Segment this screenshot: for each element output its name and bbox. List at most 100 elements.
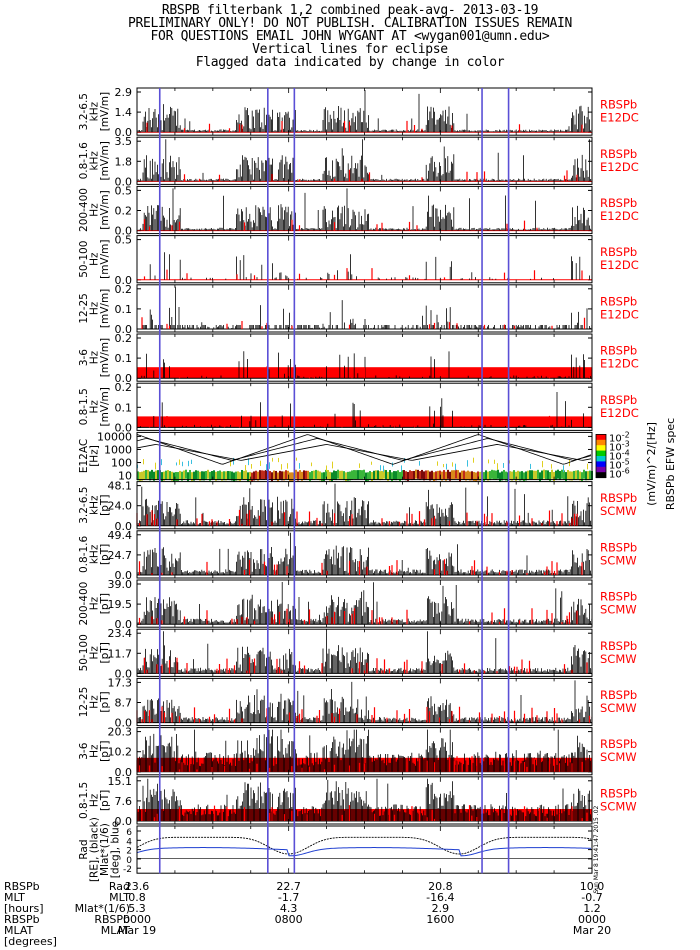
panel-12-ylabel-1: 50-100 (78, 634, 90, 671)
panel-16-tick-2: 4 (126, 837, 132, 847)
spectrogram-cell (305, 470, 307, 480)
spectrogram-cell (321, 472, 323, 482)
spectrogram-cell (387, 471, 389, 481)
panel-8-tick-1: 10000 (97, 430, 132, 443)
spectrogram-cell (461, 470, 463, 480)
panel-11-source: RBSPb (600, 590, 637, 604)
spectrogram-cell (483, 472, 485, 482)
spectrogram-speck (530, 463, 531, 469)
spectrogram-cell (377, 470, 379, 480)
spectrogram-cell (349, 471, 351, 481)
spectrogram-speck (326, 465, 327, 472)
spectrogram-cell (445, 471, 447, 481)
spectrogram-cell (241, 469, 243, 479)
signal-trace (136, 582, 593, 625)
spectrogram-cell (397, 470, 399, 480)
gyro-curve-2 (136, 438, 592, 461)
panel-12-instrument: SCMW (600, 652, 637, 666)
colorbar-label: (mV/m)^2/[Hz] (645, 422, 658, 506)
spectrogram-cell (467, 470, 469, 480)
spectrogram-cell (555, 470, 557, 480)
spectrogram-cell (235, 471, 237, 481)
spectrogram-cell (457, 470, 459, 480)
panel-15-tick-2: 7.6 (115, 795, 133, 808)
spectrogram-cell (535, 470, 537, 480)
spectrogram-cell (237, 471, 239, 481)
spectrogram-cell (469, 471, 471, 481)
spectrogram-cell (547, 470, 549, 480)
spectrogram-cell (541, 470, 543, 480)
spectrogram-cell (569, 471, 571, 481)
flagged-trace (146, 120, 583, 133)
flagged-trace (183, 169, 578, 182)
x-table-col-4-rad: 10.0 (579, 880, 605, 894)
spectrogram-cell (317, 470, 319, 480)
panel-10-frame (136, 530, 593, 579)
panel-11-instrument: SCMW (600, 603, 637, 617)
x-table-col-2-rad: 22.7 (276, 880, 301, 894)
spectrogram-cell (531, 470, 533, 480)
panel-5-tick-1: 0.2 (115, 283, 133, 296)
spectrogram-cell (189, 469, 191, 479)
spectrogram-cell (251, 472, 253, 482)
panel-3-tick-1: 0.5 (115, 184, 133, 197)
spectrogram-cell (255, 470, 257, 480)
title-line-5: Flagged data indicated by change in colo… (195, 55, 505, 70)
spectrogram-cell (589, 470, 591, 480)
signal-trace (149, 252, 590, 280)
spectrogram-cell (425, 470, 427, 480)
x-table-col-4-mlt: -0.7 (581, 891, 603, 905)
panel-10-tick-2: 24.7 (108, 549, 133, 562)
panel-6-tick-3: 0.0 (115, 372, 133, 385)
panel-15-ylabel-1: 0.8-1.5 (78, 782, 90, 819)
spectrogram-cell (137, 471, 139, 481)
spectrogram-cell (221, 471, 223, 481)
x-table-left-label-1: RBSPb (4, 880, 40, 894)
spectrogram-speck (260, 460, 261, 467)
gyro-curve-3 (136, 444, 592, 461)
spectrogram-cell (581, 472, 583, 482)
spectrogram-cell (475, 472, 477, 482)
panel-8-tick-4: 10 (118, 470, 132, 483)
spectrogram-speck (488, 459, 489, 464)
spectrogram-cell (533, 470, 535, 480)
spectrogram-cell (391, 472, 393, 482)
spectrogram-cell (307, 470, 309, 480)
spectrogram-cell (285, 470, 287, 480)
spectrogram-cell (231, 471, 233, 481)
spectrogram-cell (491, 469, 493, 479)
spectrogram-cell (577, 470, 579, 480)
panel-14-ylabel-2: Hz (89, 744, 101, 758)
flagged-trace (178, 366, 591, 379)
spectrogram-cell (207, 469, 209, 479)
panel-13-tick-1: 17.3 (108, 676, 133, 689)
spectrogram-cell (275, 470, 277, 480)
panel-11-ylabel-1: 200-400 (78, 582, 90, 626)
flagged-trace (138, 559, 583, 575)
spectrogram-cell (495, 470, 497, 480)
spectrogram-cell (537, 469, 539, 479)
panel-5-instrument: E12DC (600, 307, 639, 321)
panel-8-ylabel-2: [Hz] (89, 445, 101, 467)
spectrogram-cell (453, 470, 455, 480)
spectrogram-cell (369, 470, 371, 480)
spectrogram-cell (583, 469, 585, 479)
signal-trace (136, 483, 593, 526)
spectrogram-cell (399, 472, 401, 482)
spectrogram-cell (509, 471, 511, 481)
spectrogram-cell (353, 470, 355, 480)
spectrogram-speck (401, 465, 402, 472)
radius-line (136, 836, 592, 855)
signal-trace (136, 188, 593, 231)
spectrogram-cell (385, 470, 387, 480)
panel-11-ylabel-3: [pT] (99, 593, 111, 614)
spectrogram-cell (525, 471, 527, 481)
flagged-trace (143, 268, 583, 280)
spectrogram-cell (463, 470, 465, 480)
spectrogram-speck (272, 457, 273, 462)
panel-1-tick-1: 2.9 (115, 86, 133, 99)
colorbar-title: RBSPb EFW spec (664, 418, 677, 510)
spectrogram-cell (199, 471, 201, 481)
signal-trace (141, 351, 591, 379)
